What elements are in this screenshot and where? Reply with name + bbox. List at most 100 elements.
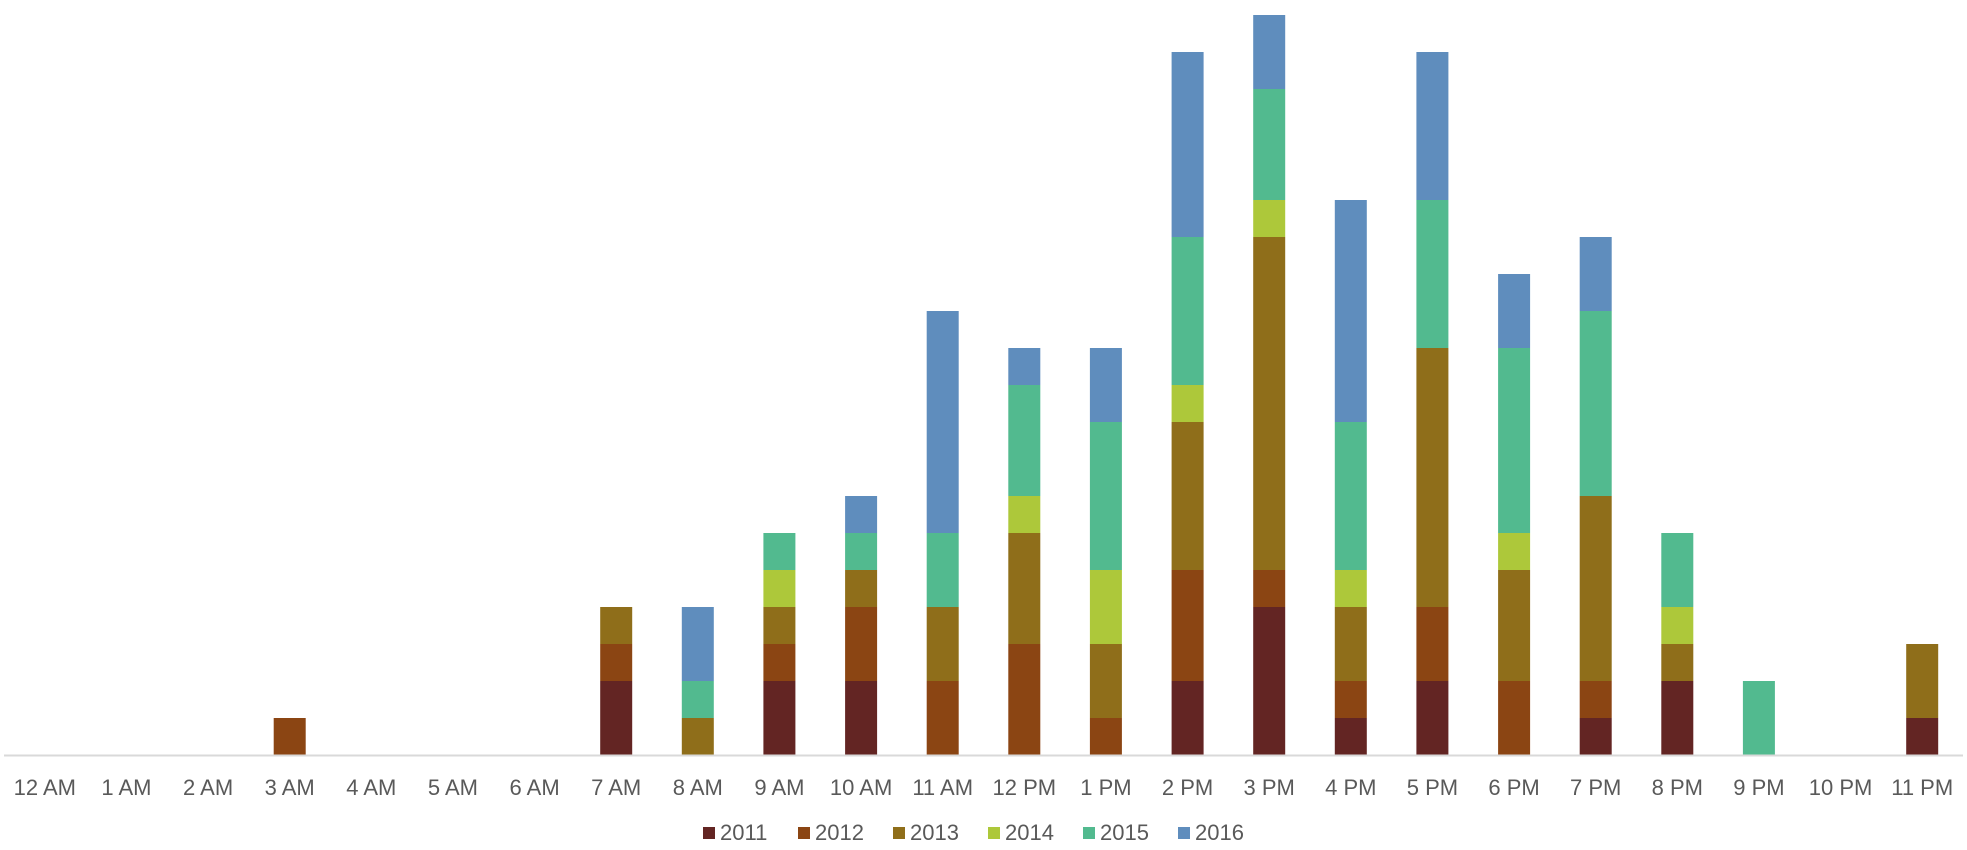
bar-2013-8-pm xyxy=(1661,644,1694,681)
x-tick-label: 1 PM xyxy=(1080,775,1131,800)
bar-2013-4-pm xyxy=(1334,607,1367,681)
bar-2015-10-am xyxy=(845,533,878,570)
x-tick-label: 4 PM xyxy=(1325,775,1376,800)
bar-stack-12-pm xyxy=(1008,348,1041,755)
bar-2012-2-pm xyxy=(1171,570,1204,681)
legend-label-2012: 2012 xyxy=(815,820,864,845)
bar-2011-4-pm xyxy=(1334,718,1367,755)
bar-2013-2-pm xyxy=(1171,422,1204,570)
bar-stack-11-am xyxy=(926,311,959,755)
x-tick-label: 8 AM xyxy=(673,775,723,800)
legend-item-2014[interactable]: 2014 xyxy=(988,820,1054,845)
legend-item-2015[interactable]: 2015 xyxy=(1083,820,1149,845)
bar-2016-10-am xyxy=(845,496,878,533)
bar-2012-11-am xyxy=(926,681,959,755)
legend-label-2015: 2015 xyxy=(1100,820,1149,845)
bar-2013-7-pm xyxy=(1579,496,1612,681)
bar-2014-6-pm xyxy=(1498,533,1531,570)
x-axis-ticks: 12 AM 1 AM 2 AM 3 AM 4 AM 5 AM 6 AM 7 AM 8 AM 9 A… xyxy=(14,775,1954,800)
legend-swatch-2014 xyxy=(988,827,1000,839)
bar-2012-7-am xyxy=(600,644,633,681)
bar-2014-1-pm xyxy=(1089,570,1122,644)
bar-2013-6-pm xyxy=(1498,570,1531,681)
legend-label-2013: 2013 xyxy=(910,820,959,845)
bar-2015-2-pm xyxy=(1171,237,1204,385)
x-tick-label: 3 AM xyxy=(265,775,315,800)
bar-2011-2-pm xyxy=(1171,681,1204,755)
bar-2013-5-pm xyxy=(1416,348,1449,607)
legend-item-2012[interactable]: 2012 xyxy=(798,820,864,845)
x-tick-label: 5 AM xyxy=(428,775,478,800)
bar-2015-9-pm xyxy=(1742,681,1775,755)
bar-2011-9-am xyxy=(763,681,796,755)
bar-stack-5-pm xyxy=(1416,52,1449,755)
bar-stack-8-am xyxy=(681,607,714,755)
bar-stack-7-pm xyxy=(1579,237,1612,755)
legend-item-2013[interactable]: 2013 xyxy=(893,820,959,845)
legend-label-2014: 2014 xyxy=(1005,820,1054,845)
bar-2012-9-am xyxy=(763,644,796,681)
bar-2015-6-pm xyxy=(1498,348,1531,533)
bar-2013-10-am xyxy=(845,570,878,607)
x-tick-label: 5 PM xyxy=(1407,775,1458,800)
x-tick-label: 10 AM xyxy=(830,775,892,800)
bar-2016-5-pm xyxy=(1416,52,1449,200)
bar-2011-8-pm xyxy=(1661,681,1694,755)
bar-2014-2-pm xyxy=(1171,385,1204,422)
bar-2013-12-pm xyxy=(1008,533,1041,644)
bar-2016-7-pm xyxy=(1579,237,1612,311)
bar-stack-9-am xyxy=(763,533,796,755)
legend-swatch-2013 xyxy=(893,827,905,839)
bar-2011-7-pm xyxy=(1579,718,1612,755)
x-tick-label: 12 PM xyxy=(993,775,1057,800)
x-tick-label: 11 AM xyxy=(912,775,973,800)
bar-2011-5-pm xyxy=(1416,681,1449,755)
bar-stack-1-pm xyxy=(1089,348,1122,755)
bar-2013-11-pm xyxy=(1906,644,1939,718)
x-tick-label: 9 AM xyxy=(754,775,804,800)
bar-2013-9-am xyxy=(763,607,796,644)
bar-2012-12-pm xyxy=(1008,644,1041,755)
x-tick-label: 8 PM xyxy=(1652,775,1703,800)
bar-2016-11-am xyxy=(926,311,959,533)
bar-2015-9-am xyxy=(763,533,796,570)
bar-2013-3-pm xyxy=(1253,237,1286,570)
legend-label-2011: 2011 xyxy=(720,820,767,845)
bar-2013-1-pm xyxy=(1089,644,1122,718)
bar-2015-12-pm xyxy=(1008,385,1041,496)
x-tick-label: 7 PM xyxy=(1570,775,1621,800)
legend-swatch-2016 xyxy=(1178,827,1190,839)
bar-2012-3-am xyxy=(273,718,306,755)
x-tick-label: 6 PM xyxy=(1488,775,1539,800)
bar-2016-2-pm xyxy=(1171,52,1204,237)
bar-2014-4-pm xyxy=(1334,570,1367,607)
bar-2011-3-pm xyxy=(1253,607,1286,755)
x-tick-label: 2 AM xyxy=(183,775,233,800)
legend-item-2011[interactable]: 2011 xyxy=(703,820,767,845)
bar-2012-6-pm xyxy=(1498,681,1531,755)
bar-2013-11-am xyxy=(926,607,959,681)
bar-2014-8-pm xyxy=(1661,607,1694,644)
legend-swatch-2011 xyxy=(703,827,715,839)
legend-item-2016[interactable]: 2016 xyxy=(1178,820,1244,845)
bar-2011-10-am xyxy=(845,681,878,755)
x-tick-label: 12 AM xyxy=(14,775,76,800)
bar-2012-10-am xyxy=(845,607,878,681)
bar-stack-6-pm xyxy=(1498,274,1531,755)
legend[interactable]: 2011 2012 2013 2014 2015 2016 xyxy=(703,820,1244,845)
x-tick-label: 3 PM xyxy=(1244,775,1295,800)
x-tick-label: 10 PM xyxy=(1809,775,1873,800)
bar-stack-3-pm xyxy=(1253,15,1286,755)
bar-2016-3-pm xyxy=(1253,15,1286,89)
bar-2014-12-pm xyxy=(1008,496,1041,533)
bar-2015-8-am xyxy=(681,681,714,718)
legend-swatch-2015 xyxy=(1083,827,1095,839)
bar-stack-2-pm xyxy=(1171,52,1204,755)
bar-stack-7-am xyxy=(600,607,633,755)
bar-stack-9-pm xyxy=(1742,681,1775,755)
x-tick-label: 2 PM xyxy=(1162,775,1213,800)
legend-label-2016: 2016 xyxy=(1195,820,1244,845)
bar-2016-1-pm xyxy=(1089,348,1122,422)
